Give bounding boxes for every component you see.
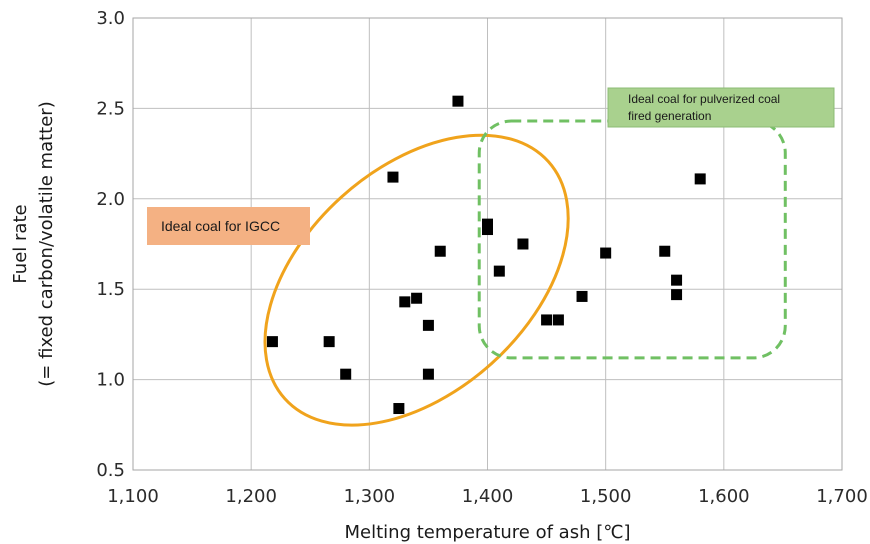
data-point (422, 319, 434, 331)
data-point (482, 224, 493, 236)
data-point (517, 238, 529, 250)
y-tick-label: 2.5 (96, 98, 125, 119)
x-tick-label: 1,700 (816, 486, 868, 507)
data-point (671, 289, 683, 301)
y-tick-label: 0.5 (96, 460, 125, 481)
pulverized-label-line2: fired generation (628, 109, 711, 123)
data-point (422, 368, 434, 380)
data-point (387, 171, 399, 183)
x-tick-label: 1,500 (580, 486, 632, 507)
y-axis-title-line2: (= fixed carbon/volatile matter) (36, 101, 57, 386)
y-tick-label: 1.0 (96, 370, 125, 391)
x-tick-label: 1,100 (107, 486, 159, 507)
y-tick-label: 2.0 (96, 189, 125, 210)
data-point (399, 296, 411, 308)
pulverized-label-box (607, 87, 835, 128)
pulverized-label-line1: Ideal coal for pulverized coal (628, 92, 780, 106)
y-tick-label: 1.5 (96, 279, 125, 300)
data-point (393, 403, 405, 415)
data-point (671, 274, 683, 286)
annotation-labels: Ideal coal for IGCC Ideal coal for pulver… (147, 87, 835, 245)
x-tick-label: 1,200 (225, 486, 277, 507)
data-point (434, 245, 446, 257)
igcc-label-box (147, 207, 310, 245)
x-tick-label: 1,300 (344, 486, 396, 507)
y-tick-labels: 0.5 1.0 1.5 2.0 2.5 3.0 (96, 8, 125, 481)
annotation-regions (263, 119, 787, 427)
data-point (411, 292, 423, 304)
data-point (694, 173, 706, 185)
data-point (552, 314, 564, 326)
data-point (452, 95, 464, 107)
igcc-ellipse (263, 133, 570, 427)
plot-frame (132, 17, 843, 471)
data-point (576, 290, 588, 302)
igcc-label: Ideal coal for IGCC (161, 218, 280, 234)
y-tick-label: 3.0 (96, 8, 125, 29)
data-point (340, 368, 352, 380)
data-point (541, 314, 553, 326)
x-axis-title: Melting temperature of ash [℃] (345, 522, 631, 543)
data-point (493, 265, 505, 277)
x-tick-label: 1,400 (462, 486, 514, 507)
data-point (600, 247, 612, 259)
data-points (266, 95, 706, 415)
data-point (659, 245, 671, 257)
y-axis-title-line1: Fuel rate (10, 204, 31, 283)
x-tick-label: 1,600 (698, 486, 750, 507)
data-point (323, 336, 335, 348)
x-tick-labels: 1,100 1,200 1,300 1,400 1,500 1,600 1,700 (107, 486, 868, 507)
data-point (266, 336, 278, 348)
